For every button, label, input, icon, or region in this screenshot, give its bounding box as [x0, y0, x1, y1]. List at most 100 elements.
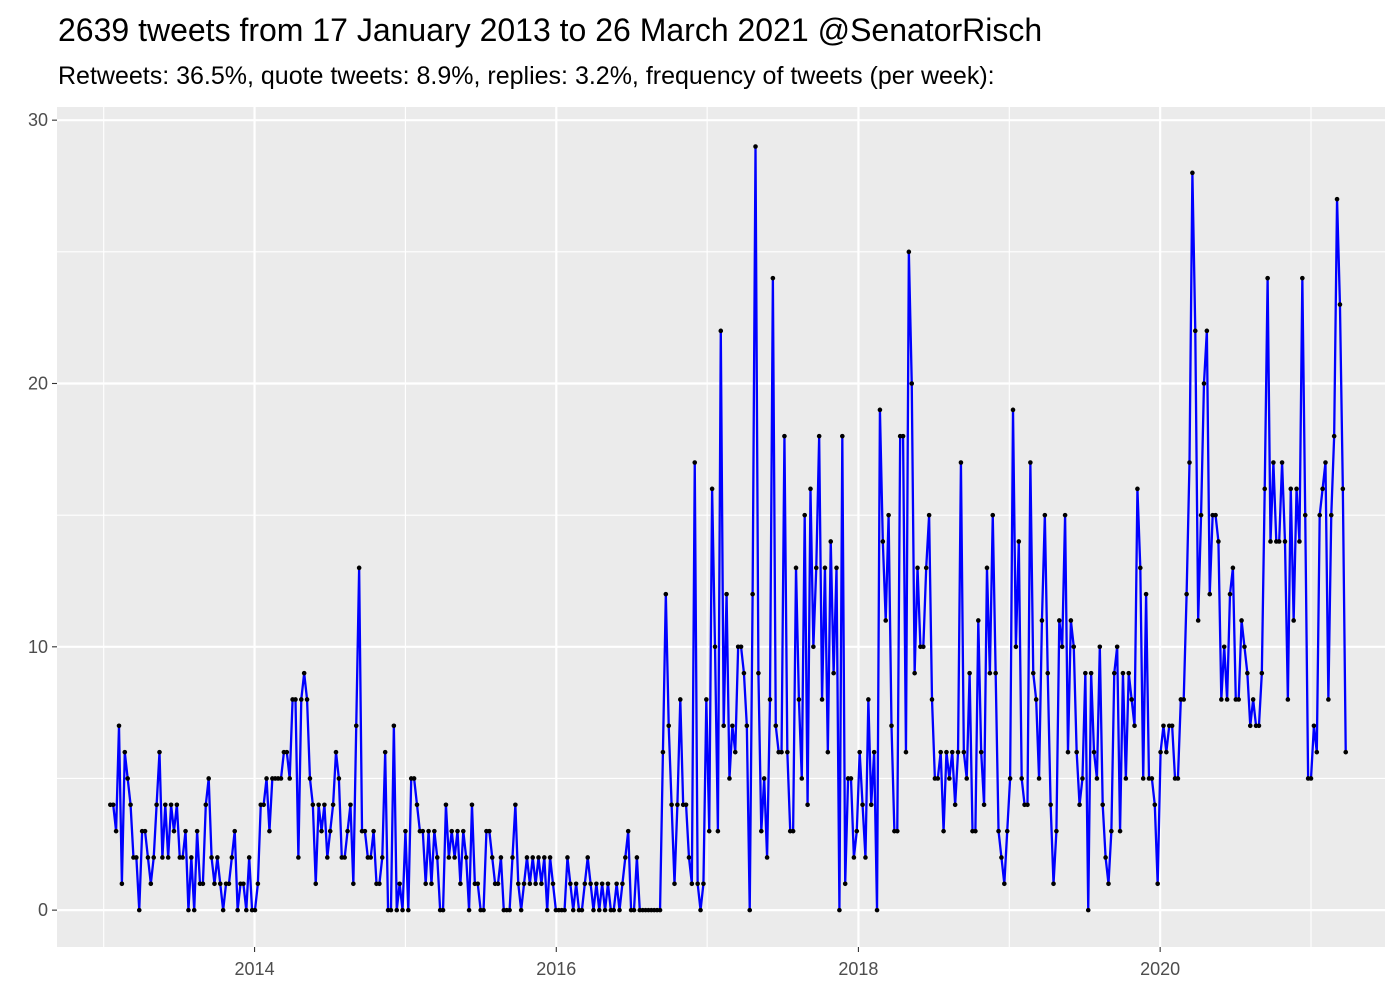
data-point	[1161, 723, 1166, 729]
data-point	[1323, 460, 1328, 465]
data-point	[1279, 460, 1285, 465]
data-point	[1328, 512, 1334, 518]
data-point	[1181, 697, 1187, 702]
data-point	[1129, 697, 1134, 702]
data-point	[1227, 591, 1233, 597]
data-point	[1077, 802, 1082, 808]
data-point	[394, 907, 400, 913]
data-point	[860, 802, 865, 808]
data-point	[741, 670, 747, 676]
data-point	[1201, 381, 1207, 386]
data-point	[304, 697, 310, 702]
x-tick-label: 2014	[235, 959, 275, 979]
data-point	[753, 144, 758, 149]
data-point	[296, 855, 301, 860]
data-point	[594, 881, 599, 887]
data-point	[808, 486, 813, 492]
data-point	[333, 749, 339, 755]
data-point	[1236, 697, 1241, 702]
data-point	[663, 591, 669, 597]
data-point	[429, 881, 434, 887]
data-point	[721, 723, 726, 729]
series-points-group	[108, 144, 1349, 913]
data-point	[993, 670, 998, 676]
data-point	[142, 828, 148, 834]
data-point	[550, 881, 556, 887]
data-point	[400, 907, 405, 913]
data-point	[1343, 749, 1349, 755]
data-point	[793, 565, 799, 571]
data-point	[1025, 802, 1030, 808]
data-point	[738, 644, 744, 650]
data-point	[113, 828, 119, 834]
data-point	[157, 749, 162, 755]
data-point	[1268, 539, 1273, 544]
data-point	[828, 539, 834, 544]
data-point	[602, 907, 608, 913]
data-point	[411, 776, 417, 781]
data-point	[871, 749, 877, 755]
data-point	[220, 907, 226, 913]
data-point	[1184, 591, 1189, 597]
data-point	[521, 881, 527, 887]
data-point	[255, 881, 261, 887]
y-tick-label: 20	[28, 373, 48, 393]
data-point	[961, 749, 967, 755]
data-point	[903, 749, 909, 755]
data-point	[1062, 512, 1068, 518]
data-point	[834, 565, 839, 571]
data-point	[1259, 670, 1265, 676]
data-point	[533, 881, 538, 887]
data-point	[759, 828, 764, 834]
data-point	[1100, 802, 1105, 808]
data-point	[232, 828, 238, 834]
data-point	[145, 855, 151, 860]
data-point	[209, 855, 214, 860]
data-point	[507, 907, 512, 913]
data-point	[460, 828, 466, 834]
data-point	[744, 723, 750, 729]
data-point	[1256, 723, 1262, 729]
data-point	[958, 460, 964, 465]
data-point	[229, 855, 235, 860]
data-point	[1265, 275, 1270, 281]
data-point	[1016, 539, 1022, 544]
data-point	[1288, 486, 1294, 492]
data-point	[397, 881, 402, 887]
data-point	[1282, 539, 1288, 544]
data-point	[345, 828, 350, 834]
data-point	[1132, 723, 1137, 729]
data-point	[582, 881, 588, 887]
data-point	[1057, 618, 1062, 623]
data-point	[756, 670, 761, 676]
data-point	[761, 776, 767, 781]
data-point	[1169, 723, 1175, 729]
data-point	[327, 828, 333, 834]
data-point	[1030, 670, 1036, 676]
data-point	[967, 670, 972, 676]
data-point	[816, 433, 822, 439]
data-point	[313, 881, 319, 887]
data-point	[1190, 170, 1195, 176]
data-point	[168, 802, 174, 808]
data-point	[1033, 697, 1039, 702]
data-point	[591, 907, 596, 913]
data-point	[183, 828, 188, 834]
data-point	[160, 855, 165, 860]
data-point	[1140, 776, 1146, 781]
data-point	[596, 907, 602, 913]
data-point	[695, 881, 700, 887]
data-point	[1175, 776, 1181, 781]
data-point	[1002, 881, 1007, 887]
data-point	[125, 776, 130, 781]
data-point	[1091, 749, 1097, 755]
data-point	[455, 828, 460, 834]
data-point	[475, 881, 481, 887]
data-point	[1019, 776, 1024, 781]
data-point	[984, 565, 990, 571]
data-point	[677, 697, 683, 702]
data-point	[565, 855, 570, 860]
y-tick-label: 0	[38, 900, 48, 920]
data-point	[704, 697, 709, 702]
data-point	[423, 881, 428, 887]
